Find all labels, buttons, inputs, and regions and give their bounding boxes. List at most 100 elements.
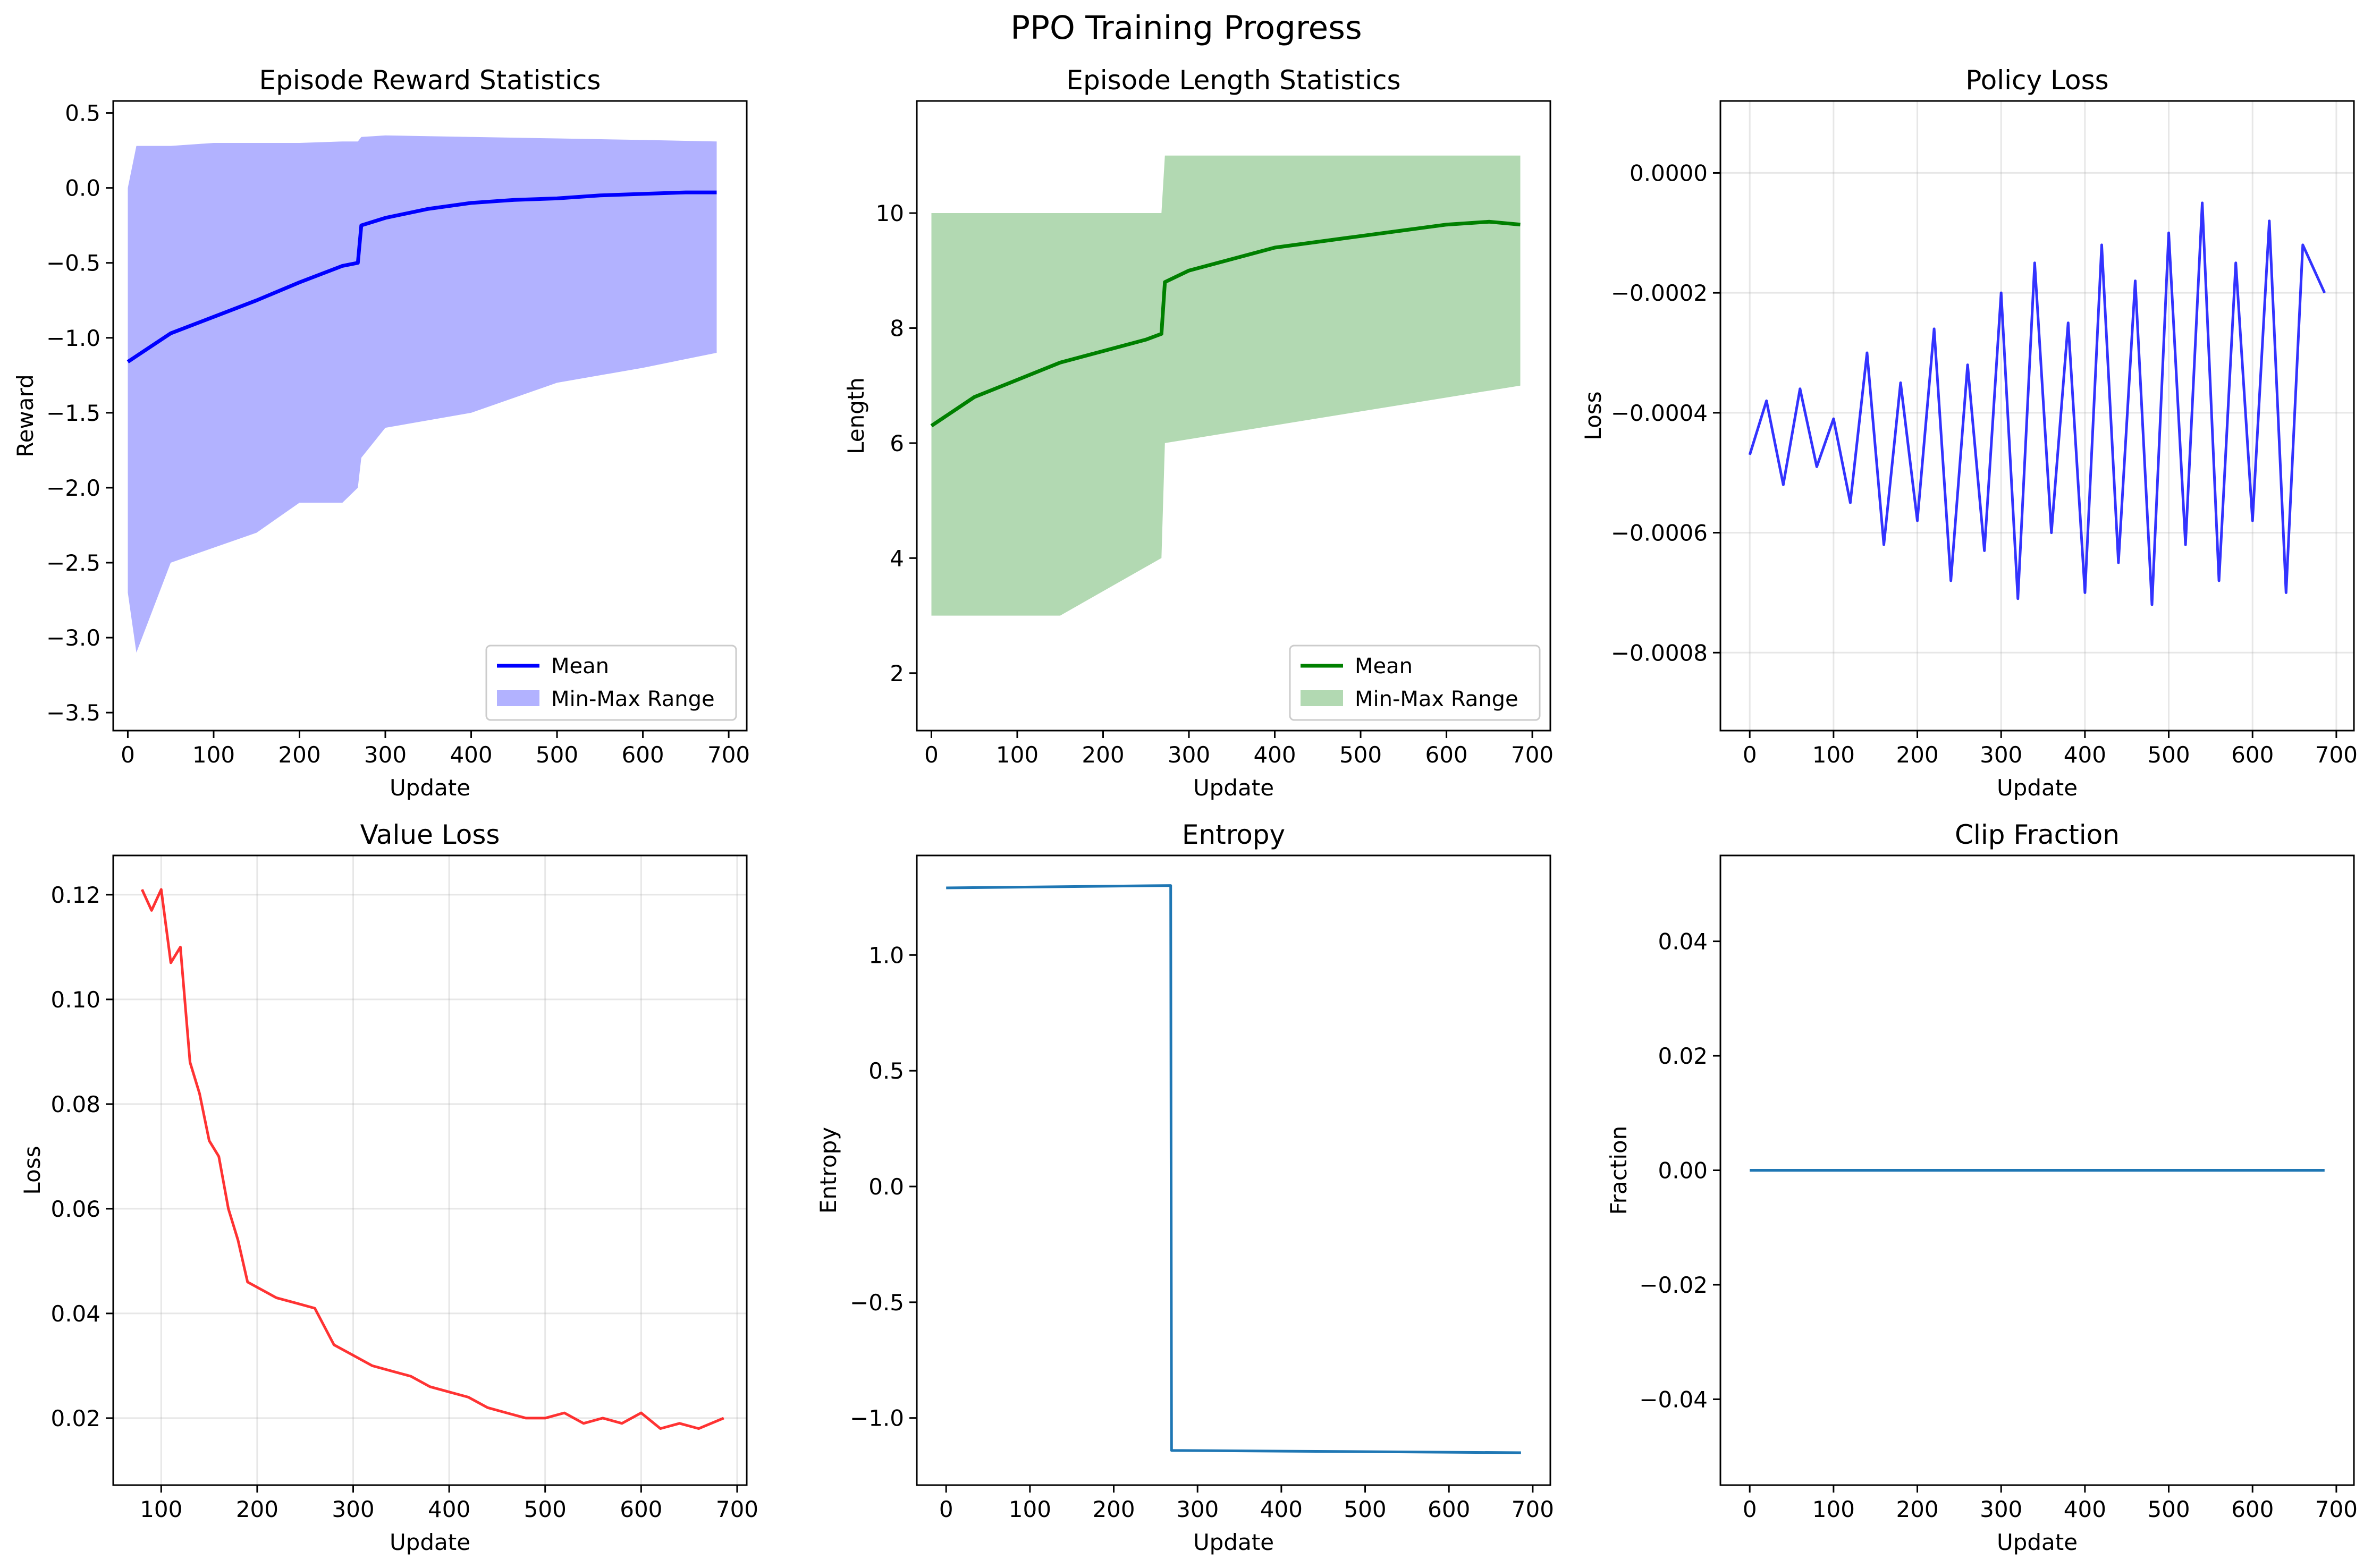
x-tick-label: 100 bbox=[996, 742, 1039, 768]
x-tick-label: 500 bbox=[2147, 742, 2190, 768]
x-tick-label: 400 bbox=[2064, 1496, 2106, 1522]
plot-area-policy-loss bbox=[1748, 201, 2326, 606]
y-tick-label: 0.06 bbox=[50, 1196, 100, 1222]
legend-entry: Mean bbox=[551, 654, 609, 679]
y-axis-label: Loss bbox=[19, 1146, 45, 1194]
x-axis-label: Update bbox=[1193, 775, 1274, 801]
x-tick-label: 700 bbox=[2315, 1496, 2358, 1522]
y-axis-label: Entropy bbox=[815, 1127, 841, 1214]
x-tick-label: 700 bbox=[1512, 1496, 1554, 1522]
subplot-value-loss: 100 200 300 400 500 600 700 0.02 0.04 0.06 0.08 0.1… bbox=[19, 819, 758, 1555]
x-tick-label: 300 bbox=[332, 1496, 374, 1522]
subplot-title: Value Loss bbox=[360, 819, 500, 850]
x-tick-label: 100 bbox=[1812, 1496, 1855, 1522]
x-axis-label: Update bbox=[1997, 775, 2078, 801]
legend: Mean Min-Max Range bbox=[1289, 645, 1541, 721]
y-tick-label: 0.04 bbox=[50, 1301, 100, 1327]
x-tick-label: 600 bbox=[2231, 742, 2274, 768]
x-axis-label: Update bbox=[1193, 1529, 1274, 1555]
x-tick-label: 300 bbox=[364, 742, 407, 768]
x-tick-label: 400 bbox=[450, 742, 492, 768]
x-tick-label: 700 bbox=[716, 1496, 758, 1522]
axes-frame bbox=[916, 100, 1551, 732]
x-tick-label: 400 bbox=[1260, 1496, 1303, 1522]
subplot-policy-loss: 0 100 200 300 400 500 600 700 0.0000 −0.0002 −0.00… bbox=[1580, 65, 2358, 801]
y-tick-label: 2 bbox=[890, 660, 904, 686]
legend-swatch bbox=[1301, 690, 1343, 706]
x-tick-label: 100 bbox=[1812, 742, 1855, 768]
subplot-length: 0 100 200 300 400 500 600 700 2 4 6 8 10 Episode Leng… bbox=[843, 65, 1554, 801]
y-tick-label: −2.0 bbox=[46, 475, 100, 501]
series-line-value-loss bbox=[140, 888, 724, 1430]
y-tick-label: 1.0 bbox=[868, 942, 904, 968]
y-tick-label: 6 bbox=[890, 430, 904, 456]
figure-title: PPO Training Progress bbox=[1010, 9, 1362, 47]
y-tick-label: 0.10 bbox=[50, 987, 100, 1013]
y-tick-label: −0.5 bbox=[850, 1290, 904, 1316]
x-tick-label: 200 bbox=[236, 1496, 278, 1522]
x-tick-label: 300 bbox=[1168, 742, 1210, 768]
axes-frame bbox=[112, 100, 748, 732]
legend-entry: Min-Max Range bbox=[551, 687, 715, 711]
x-tick-label: 0 bbox=[121, 742, 135, 768]
subplot-entropy: 0 100 200 300 400 500 600 700 1.0 0.5 0.0 −0.5 −1.0 E… bbox=[815, 819, 1554, 1555]
legend-frame bbox=[1289, 645, 1541, 721]
y-tick-label: 0.0 bbox=[65, 175, 100, 201]
series-line-length bbox=[930, 219, 1521, 428]
y-tick-label: 0.02 bbox=[50, 1405, 100, 1431]
subplot-title: Policy Loss bbox=[1965, 65, 2108, 96]
series-band-reward bbox=[128, 135, 717, 653]
x-tick-label: 500 bbox=[1344, 1496, 1386, 1522]
x-tick-label: 600 bbox=[1428, 1496, 1470, 1522]
subplot-title: Entropy bbox=[1182, 819, 1285, 850]
y-tick-label: 10 bbox=[876, 200, 904, 226]
x-tick-label: 0 bbox=[939, 1496, 953, 1522]
x-axis-label: Update bbox=[1997, 1529, 2078, 1555]
x-tick-label: 600 bbox=[621, 742, 664, 768]
y-tick-label: −0.02 bbox=[1639, 1272, 1708, 1298]
y-tick-label: 0.00 bbox=[1658, 1158, 1708, 1184]
x-tick-label: 400 bbox=[2064, 742, 2106, 768]
plot-area-entropy bbox=[946, 884, 1521, 1454]
x-tick-label: 400 bbox=[1253, 742, 1296, 768]
y-tick-label: −1.5 bbox=[46, 400, 100, 426]
x-tick-label: 100 bbox=[140, 1496, 182, 1522]
subplot-reward: 0 100 200 300 400 500 600 700 0.5 0.0 −0.5 −1.0 −1.5… bbox=[12, 65, 750, 801]
plot-area-length bbox=[930, 155, 1521, 616]
x-tick-label: 700 bbox=[707, 742, 750, 768]
x-tick-label: 500 bbox=[524, 1496, 567, 1522]
plot-area-reward bbox=[126, 135, 717, 653]
y-tick-label: 8 bbox=[890, 315, 904, 341]
plot-area-value-loss bbox=[140, 888, 724, 1430]
subplots: 0 100 200 300 400 500 600 7000.50.0−0.5−1.0−1.5… bbox=[12, 65, 2358, 1555]
y-tick-label: −0.04 bbox=[1639, 1386, 1708, 1412]
y-tick-label: −2.5 bbox=[46, 550, 100, 576]
x-tick-label: 200 bbox=[278, 742, 320, 768]
y-axis-label: Length bbox=[843, 377, 869, 454]
x-tick-label: 700 bbox=[2315, 742, 2358, 768]
y-tick-label: −1.0 bbox=[46, 325, 100, 351]
legend-frame bbox=[485, 645, 737, 721]
subplot-clip-fraction: 0 100 200 300 400 500 600 700 0.04 0.02 0.00 −0.02 −… bbox=[1606, 819, 2358, 1555]
y-tick-label: 0.08 bbox=[50, 1091, 100, 1117]
x-tick-label: 600 bbox=[2231, 1496, 2274, 1522]
x-tick-label: 700 bbox=[1511, 742, 1554, 768]
series-line-policy-loss bbox=[1748, 201, 2326, 606]
y-axis-label: Loss bbox=[1580, 391, 1606, 440]
y-tick-label: −0.0008 bbox=[1611, 640, 1708, 666]
subplot-title: Clip Fraction bbox=[1955, 819, 2120, 850]
subplot-title: Episode Length Statistics bbox=[1066, 65, 1400, 96]
series-band-length bbox=[931, 155, 1521, 616]
x-tick-label: 0 bbox=[1743, 1496, 1757, 1522]
y-tick-label: −0.0004 bbox=[1611, 400, 1708, 426]
legend-entry: Mean bbox=[1355, 654, 1413, 679]
x-tick-label: 500 bbox=[536, 742, 578, 768]
y-tick-label: 0.5 bbox=[868, 1058, 904, 1084]
x-tick-label: 100 bbox=[1009, 1496, 1051, 1522]
subplot-title: Episode Reward Statistics bbox=[259, 65, 601, 96]
x-tick-label: 0 bbox=[924, 742, 939, 768]
x-tick-label: 600 bbox=[620, 1496, 662, 1522]
x-axis-label: Update bbox=[390, 1529, 470, 1555]
series-line-reward bbox=[126, 190, 717, 363]
